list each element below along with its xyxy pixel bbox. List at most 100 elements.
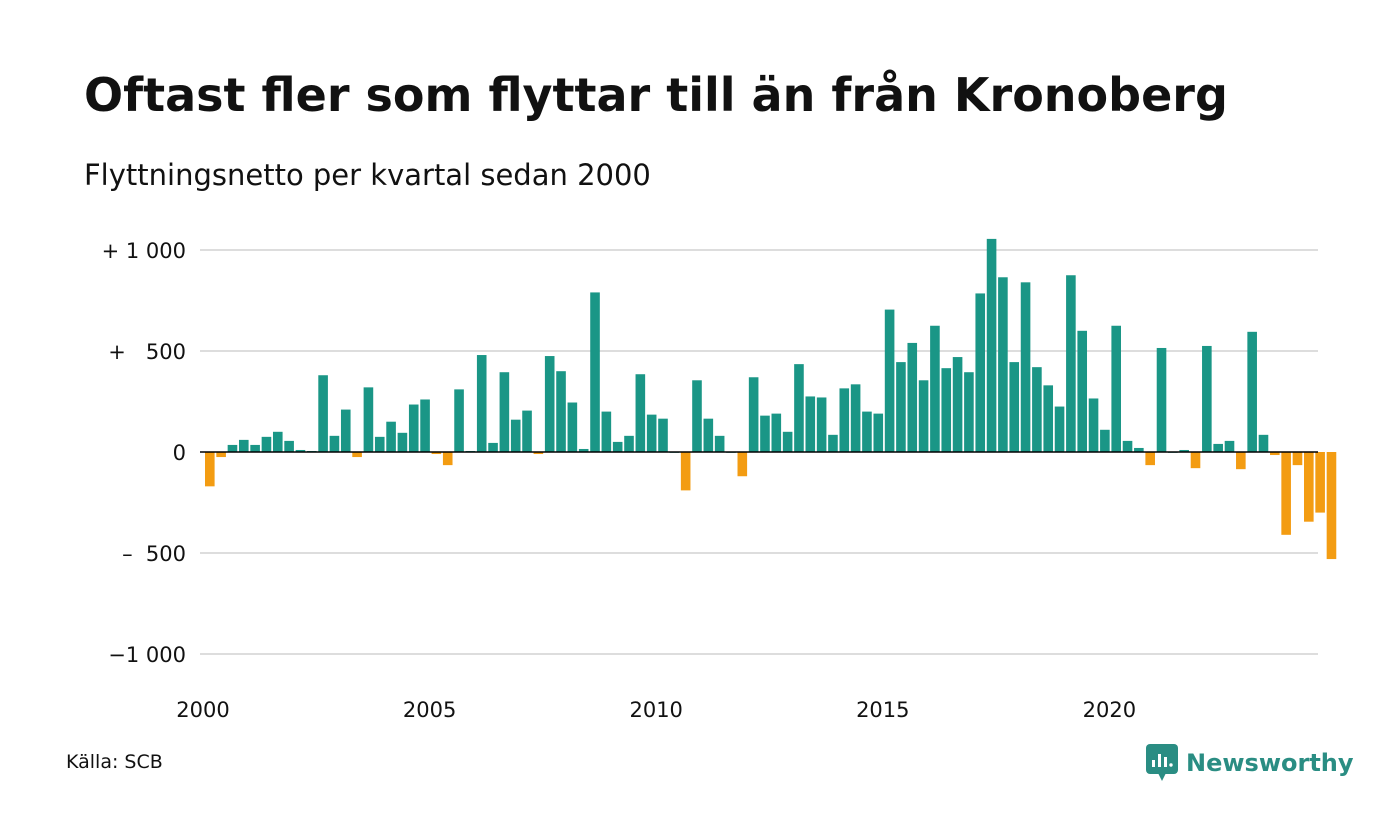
bar-2003K2: [352, 452, 362, 458]
bar-2000K3: [227, 444, 238, 452]
bar-2017K4: [1009, 362, 1020, 452]
bar-2023K1: [1247, 331, 1257, 452]
bar-2014K1: [839, 388, 850, 452]
bar-2003K1: [340, 409, 351, 452]
newsworthy-logo-icon: [1146, 744, 1178, 781]
bar-2005K2: [442, 452, 453, 466]
bar-2019K4: [1100, 429, 1110, 452]
source-note: Källa: SCB: [66, 751, 163, 773]
bar-2012K2: [760, 415, 770, 452]
bar-2011K4: [737, 452, 748, 477]
x-tick-label: 2020: [1083, 698, 1136, 722]
bar-2011K1: [703, 418, 714, 452]
bar-2002K4: [329, 435, 340, 452]
bar-2021K1: [1156, 347, 1167, 452]
bar-2004K3: [408, 404, 419, 452]
bar-2009K2: [624, 435, 634, 452]
x-tick-label: 2015: [856, 698, 909, 722]
bar-2013K3: [816, 397, 827, 452]
bar-2024K1: [1292, 452, 1303, 466]
bar-2002K1: [295, 449, 306, 452]
y-tick-label: + 1 000: [102, 239, 186, 263]
bar-2007K1: [522, 410, 532, 452]
bar-2022K2: [1213, 443, 1223, 452]
bar-2010K4: [692, 380, 702, 452]
bar-2007K2: [533, 452, 544, 455]
y-tick-label: 0: [173, 441, 186, 465]
bar-2011K2: [714, 435, 725, 452]
bar-2024K2: [1304, 452, 1314, 522]
bar-2018K1: [1020, 282, 1031, 452]
bar-2022K3: [1224, 440, 1235, 452]
bar-2018K3: [1043, 385, 1054, 452]
bar-2022K4: [1236, 452, 1246, 470]
bar-2004K1: [386, 421, 396, 452]
bar-2001K2: [261, 436, 272, 452]
bar-2003K4: [374, 436, 385, 452]
bar-2021K4: [1190, 452, 1201, 469]
bar-2012K4: [782, 431, 793, 452]
bar-2009K4: [646, 414, 657, 452]
bar-2024K3: [1315, 452, 1325, 513]
bar-2020K3: [1134, 447, 1144, 452]
brand-logo[interactable]: Newsworthy: [1146, 744, 1354, 782]
bar-2021K3: [1179, 449, 1189, 452]
bar-2014K3: [862, 411, 872, 452]
bar-2023K2: [1258, 434, 1269, 452]
bar-2007K4: [556, 371, 566, 452]
brand-name: Newsworthy: [1186, 749, 1354, 777]
bar-2019K3: [1088, 398, 1099, 452]
bar-2008K2: [578, 448, 589, 452]
bar-2020K1: [1111, 325, 1121, 452]
y-tick-label: + 500: [108, 340, 186, 364]
bar-2015K1: [884, 309, 895, 452]
bar-2015K4: [918, 380, 929, 452]
bar-2004K4: [420, 399, 430, 452]
bar-2000K1: [205, 452, 215, 487]
bar-2012K3: [771, 413, 782, 452]
bar-2012K1: [748, 377, 759, 452]
bar-2017K1: [975, 293, 986, 452]
bar-2022K1: [1202, 345, 1212, 452]
y-tick-label: – 500: [122, 542, 186, 566]
bar-2018K4: [1054, 406, 1065, 452]
bar-2009K1: [612, 441, 623, 452]
bar-2002K3: [318, 375, 328, 452]
bar-2014K2: [850, 384, 861, 452]
bar-2020K2: [1122, 440, 1133, 452]
bar-2005K1: [431, 452, 442, 455]
bar-2023K3: [1270, 452, 1280, 456]
bar-2006K3: [499, 372, 510, 452]
bar-2007K3: [544, 356, 555, 452]
bar-2019K1: [1066, 275, 1076, 452]
bar-2005K3: [454, 389, 464, 452]
bar-2020K4: [1145, 452, 1155, 466]
bar-2006K4: [510, 419, 521, 452]
bar-2001K1: [250, 444, 260, 452]
bar-2013K2: [805, 396, 816, 452]
x-tick-label: 2000: [176, 698, 229, 722]
bar-2010K3: [680, 452, 691, 491]
bar-2023K4: [1281, 452, 1291, 535]
bar-2015K3: [907, 342, 918, 452]
bar-2001K4: [284, 440, 294, 452]
bar-2000K2: [216, 452, 226, 458]
bar-2016K4: [964, 372, 974, 452]
bar-2013K1: [794, 364, 804, 452]
bar-2000K4: [238, 439, 249, 452]
bar-2003K3: [363, 387, 374, 452]
bar-2024K4: [1326, 452, 1337, 560]
bar-2017K2: [986, 238, 997, 452]
bar-2008K1: [567, 402, 578, 452]
bar-2018K2: [1032, 367, 1042, 452]
bar-2013K4: [828, 434, 838, 452]
bar-2008K4: [601, 411, 612, 452]
bars: [205, 238, 1337, 560]
y-axis-ticks: + 1 000 + 500 0 – 500 −1 000: [102, 239, 186, 667]
bar-2009K3: [635, 374, 646, 452]
bar-2006K1: [476, 355, 487, 452]
x-tick-label: 2005: [403, 698, 456, 722]
chart-subtitle: Flyttningsnetto per kvartal sedan 2000: [84, 158, 651, 192]
grid-lines: [200, 249, 1318, 655]
